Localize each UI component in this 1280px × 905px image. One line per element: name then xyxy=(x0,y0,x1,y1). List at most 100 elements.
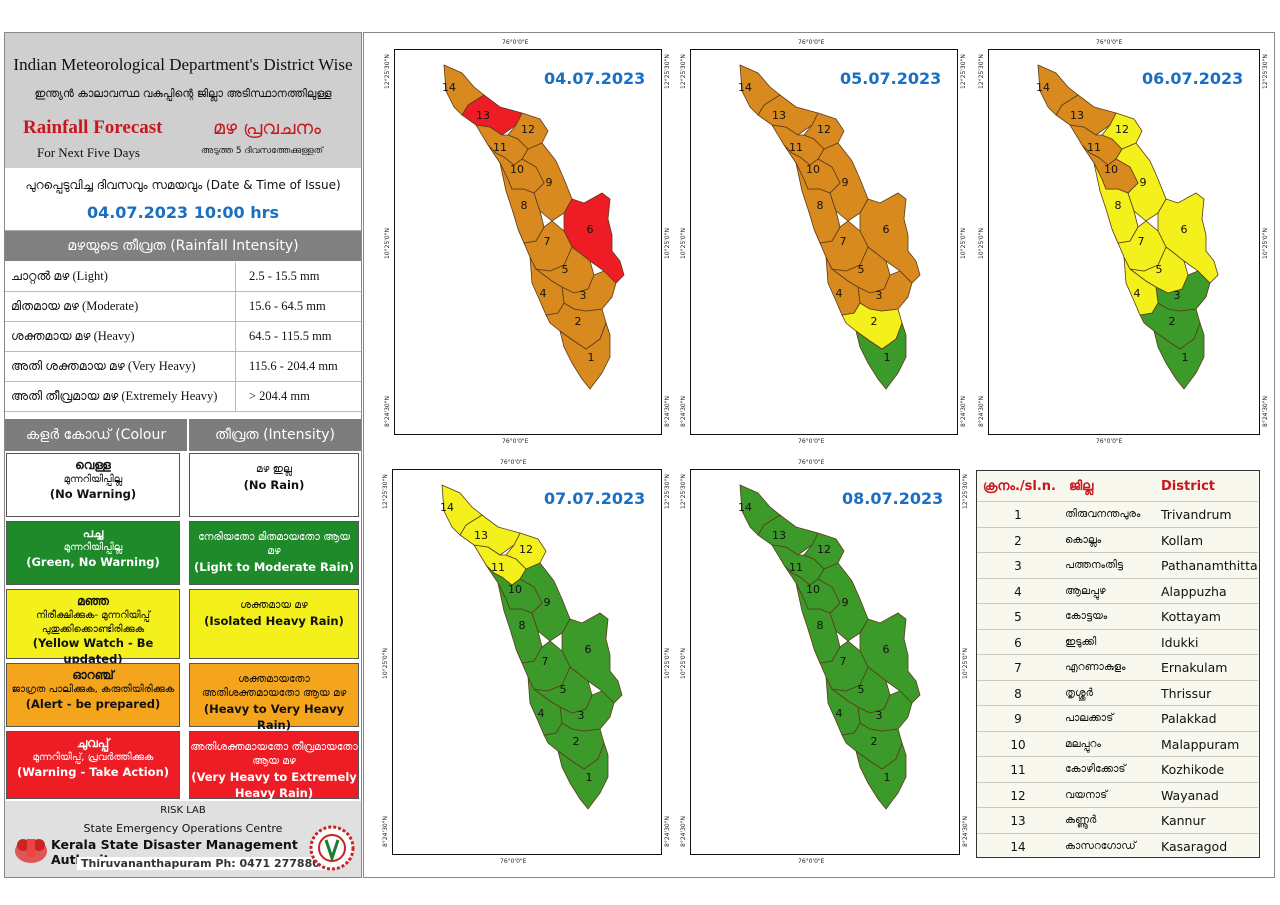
district-number-label: 13 xyxy=(476,109,490,122)
district-number-label: 14 xyxy=(738,81,752,94)
intensity-name: ശക്തമായതോ അതിശക്തമായതോ ആയ മഴ xyxy=(201,673,347,700)
district-number: 13 xyxy=(1010,814,1026,828)
district-number: 3 xyxy=(1014,559,1022,573)
district-number-label: 14 xyxy=(738,501,752,514)
lat-label: 12°25'30"N xyxy=(960,54,967,89)
district-number-label: 8 xyxy=(521,199,528,212)
district-number-label: 11 xyxy=(789,561,803,574)
district-number: 14 xyxy=(1010,839,1026,854)
district-name-malayalam: തിരുവനന്തപുരം xyxy=(1065,508,1141,520)
district-number: 8 xyxy=(1014,686,1022,701)
district-number: 4 xyxy=(1014,584,1022,599)
table-row: 11 കോഴിക്കോട് Kozhikode xyxy=(977,756,1258,782)
district-number-label: 7 xyxy=(840,235,847,248)
district-number: 10 xyxy=(1010,737,1026,752)
colour-code-label: ഓറഞ്ച് ജാഗ്രത പാലിക്കുക, കരുതിയിരിക്കുക … xyxy=(6,663,180,727)
district-table: ക്രനം./sl.n. ജില്ല District 1 തിരുവനന്തപ… xyxy=(976,470,1260,858)
district-number-label: 12 xyxy=(1115,123,1129,136)
district-number-label: 7 xyxy=(840,655,847,668)
intensity-range: 115.6 - 204.4 mm xyxy=(249,359,338,373)
lat-label: 12°25'30"N xyxy=(664,54,671,89)
colour-meaning: മുന്നറിയിപ്പില്ല xyxy=(63,474,123,486)
colour-meaning: നിരീക്ഷിക്കുക- മുന്നറിയിപ്പ് പുതുക്കിക്ക… xyxy=(36,610,150,635)
colour-meaning-english: (Warning - Take Action) xyxy=(16,764,170,779)
lat-label: 8°24'30"N xyxy=(384,396,391,427)
district-number-label: 4 xyxy=(538,707,545,720)
intensity-name: ശക്തമായ മഴ xyxy=(240,599,308,611)
district-number-label: 4 xyxy=(1134,287,1141,300)
district-number: 2 xyxy=(1014,533,1022,548)
district-number-label: 1 xyxy=(586,771,593,784)
district-number: 11 xyxy=(1010,763,1026,777)
intensity-row: മിതമായ മഴ (Moderate) 15.6 - 64.5 mm xyxy=(5,292,361,322)
table-row: 8 തൃശ്ശൂർ Thrissur xyxy=(977,679,1258,706)
district-name: Alappuzha xyxy=(1161,583,1227,599)
intensity-row: ചാറ്റൽ മഴ (Light) 2.5 - 15.5 mm xyxy=(5,262,361,292)
lat-label: 8°24'30"N xyxy=(962,816,969,847)
lat-label: 10°25'0"N xyxy=(962,648,969,679)
table-header-number: ക്രനം./sl.n. xyxy=(983,479,1056,494)
district-number-label: 9 xyxy=(842,176,849,189)
lon-label: 76°0'0"E xyxy=(798,39,825,46)
district-number: 9 xyxy=(1014,712,1022,726)
district-name-malayalam: എറണാകുളം xyxy=(1065,661,1126,673)
district-number-label: 12 xyxy=(817,123,831,136)
legend-panel: Indian Meteorological Department's Distr… xyxy=(4,32,362,878)
intensity-range: 15.6 - 64.5 mm xyxy=(249,299,326,313)
colour-meaning: ജാഗ്രത പാലിക്കുക, കരുതിയിരിക്കുക xyxy=(11,684,175,696)
footer: RISK LAB State Emergency Operations Cent… xyxy=(5,801,361,877)
district-number-label: 3 xyxy=(876,289,883,302)
lat-label: 8°24'30"N xyxy=(960,396,967,427)
intensity-code-label: അതിശക്തമായതോ തീവ്രമായതോ ആയ മഴ (Very Heav… xyxy=(189,731,359,800)
lat-label: 12°25'30"N xyxy=(664,474,671,509)
lat-label: 10°25'0"N xyxy=(680,648,687,679)
district-name: Pathanamthitta xyxy=(1161,558,1258,573)
lat-label: 10°25'0"N xyxy=(680,228,687,259)
intensity-range: 64.5 - 115.5 mm xyxy=(249,329,332,343)
intensity-range: > 204.4 mm xyxy=(249,389,310,403)
district-name-malayalam: കോട്ടയം xyxy=(1065,610,1108,622)
district-name-malayalam: മലപ്പുറം xyxy=(1065,737,1101,750)
title-english: Indian Meteorological Department's Distr… xyxy=(13,55,353,74)
lat-label: 12°25'30"N xyxy=(962,474,969,509)
intensity-name-english: (No Rain) xyxy=(243,478,305,493)
lat-label: 12°25'30"N xyxy=(384,54,391,89)
lon-label: 76°0'0"E xyxy=(1096,438,1123,445)
seoc-name: State Emergency Operations Centre xyxy=(83,822,283,835)
district-number: 1 xyxy=(1014,508,1022,522)
district-name-malayalam: ഇടുക്കി xyxy=(1065,635,1097,648)
district-number-label: 8 xyxy=(1115,199,1122,212)
intensity-name-english: (Very Heavy to Extremely Heavy Rain) xyxy=(191,770,357,800)
issue-label: പുറപ്പെടുവിച്ച ദിവസവും സമയവും (Date & Ti… xyxy=(25,178,341,192)
title-malayalam: ഇന്ത്യൻ കാലാവസ്ഥ വകുപ്പിന്റെ ജില്ലാ അടിസ… xyxy=(34,87,332,100)
colour-meaning: മുന്നറിയിപ്പ്, പ്രവർത്തിക്കുക xyxy=(32,752,154,764)
district-12 xyxy=(1101,112,1143,150)
district-number-label: 1 xyxy=(884,771,891,784)
intensity-name: അതിശക്തമായതോ തീവ്രമായതോ ആയ മഴ xyxy=(190,741,358,768)
district-name: Idukki xyxy=(1161,634,1199,650)
lat-label: 8°24'30"N xyxy=(382,816,389,847)
district-number-label: 9 xyxy=(1140,176,1147,189)
colour-meaning-english: (Yellow Watch - Be updated) xyxy=(32,636,154,666)
district-12 xyxy=(505,532,547,570)
district-12 xyxy=(803,112,845,150)
district-number-label: 4 xyxy=(836,287,843,300)
district-number: 7 xyxy=(1014,661,1022,675)
district-number-label: 8 xyxy=(817,619,824,632)
colour-code-label: വെള്ള മുന്നറിയിപ്പില്ല (No Warning) xyxy=(6,453,180,517)
district-number-label: 5 xyxy=(858,263,865,276)
district-number: 5 xyxy=(1014,610,1022,624)
intensity-heading: മഴയുടെ തീവ്രത (Rainfall Intensity) xyxy=(5,231,361,261)
district-number-label: 10 xyxy=(1104,163,1118,176)
intensity-code-heading: തീവ്രത (Intensity) xyxy=(189,419,361,451)
intensity-label: ചാറ്റൽ മഴ (Light) xyxy=(11,269,108,283)
district-12 xyxy=(507,112,549,150)
lat-label: 10°25'0"N xyxy=(664,228,671,259)
district-number-label: 11 xyxy=(1087,141,1101,154)
colour-name: വെള്ള xyxy=(75,458,111,472)
district-number-label: 4 xyxy=(836,707,843,720)
